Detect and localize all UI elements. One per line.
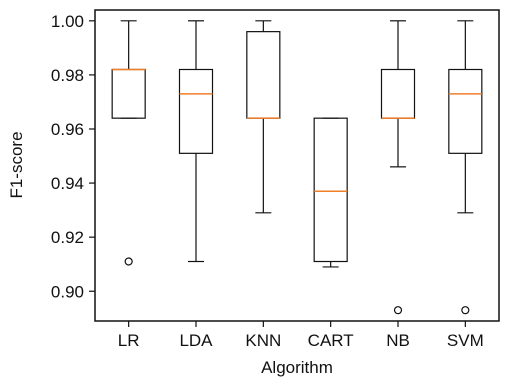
box-group-cart (313, 117, 348, 268)
x-tick-label: NB (386, 331, 410, 350)
x-tick-label: LR (118, 331, 140, 350)
x-axis-label: Algorithm (261, 358, 333, 377)
y-tick-label: 1.00 (51, 12, 84, 31)
box-group-lr (111, 20, 146, 266)
iqr-box (178, 68, 214, 154)
box-group-knn (246, 20, 281, 214)
outlier-point (393, 306, 403, 315)
box-series (111, 20, 483, 315)
x-tick-label: LDA (179, 331, 213, 350)
y-tick-label: 0.90 (51, 282, 84, 301)
x-tick-label: KNN (245, 331, 281, 350)
plot-frame (94, 9, 500, 322)
y-tick-label: 0.94 (51, 174, 84, 193)
iqr-box (313, 117, 348, 263)
iqr-box (246, 31, 281, 119)
y-axis-label: F1-score (7, 131, 26, 198)
x-axis-ticks: LR LDA KNN CART NB SVM (118, 321, 484, 350)
y-tick-label: 0.92 (51, 228, 84, 247)
y-axis-ticks: 0.90 0.92 0.94 0.96 0.98 1.00 (51, 12, 95, 301)
box-group-nb (380, 20, 416, 315)
y-tick-label: 0.98 (51, 66, 84, 85)
outlier-point (124, 257, 133, 266)
outlier-point (461, 306, 470, 315)
box-group-svm (448, 20, 483, 315)
y-tick-label: 0.96 (51, 120, 84, 139)
x-tick-label: SVM (447, 331, 484, 350)
x-tick-label: CART (308, 331, 354, 350)
box-group-lda (178, 20, 214, 263)
iqr-box (380, 68, 416, 119)
iqr-box (111, 68, 146, 119)
iqr-box (448, 68, 483, 154)
